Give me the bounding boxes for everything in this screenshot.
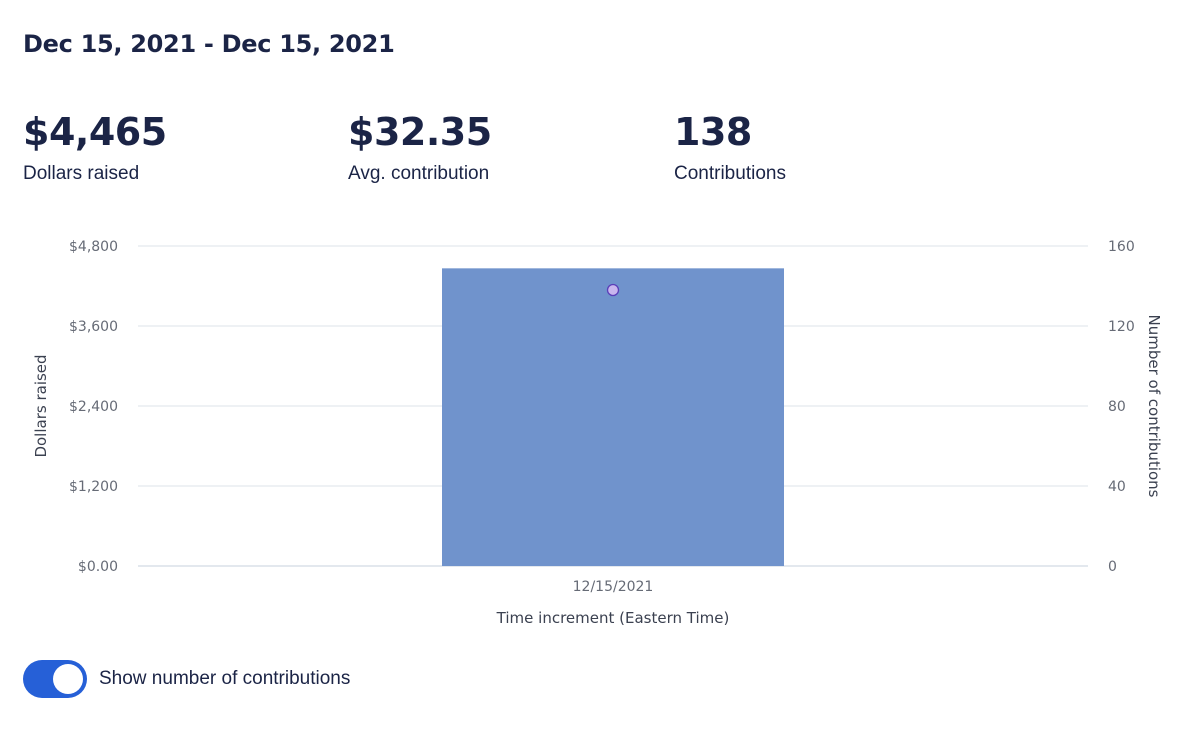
date-range-title: Dec 15, 2021 - Dec 15, 2021 — [23, 30, 395, 58]
stat-label: Contributions — [674, 163, 786, 184]
stat-avg-contribution: $32.35 Avg. contribution — [348, 110, 492, 185]
y-tick-label: $4,800 — [69, 239, 118, 255]
show-contributions-toggle-row: Show number of contributions — [23, 660, 350, 698]
stat-dollars-raised: $4,465 Dollars raised — [23, 110, 167, 185]
toggle-label: Show number of contributions — [99, 668, 351, 689]
y-tick-label: $3,600 — [69, 319, 118, 335]
y-tick-label: $1,200 — [69, 479, 118, 495]
y2-tick-label: 120 — [1108, 319, 1135, 335]
contributions-chart: $0.00 0 $1,200 40 $2,400 80 $3,600 120 $4,800 160… — [32, 239, 1163, 627]
bar — [442, 268, 784, 566]
stat-label: Dollars raised — [23, 163, 140, 184]
y2-tick-label: 80 — [1108, 399, 1126, 415]
x-tick-label: 12/15/2021 — [573, 579, 654, 595]
stat-contributions: 138 Contributions — [674, 110, 786, 185]
y2-tick-label: 160 — [1108, 239, 1135, 255]
show-contributions-toggle[interactable] — [23, 660, 87, 698]
stat-label: Avg. contribution — [348, 163, 490, 184]
x-axis-title: Time increment (Eastern Time) — [496, 609, 730, 627]
stat-value: $32.35 — [348, 110, 492, 154]
contribution-point — [606, 283, 620, 297]
stat-value: $4,465 — [23, 110, 167, 154]
y-tick-label: $0.00 — [78, 559, 118, 575]
y2-tick-label: 0 — [1108, 559, 1117, 575]
y2-axis-title: Number of contributions — [1145, 315, 1163, 498]
y2-tick-label: 40 — [1108, 479, 1126, 495]
y-tick-label: $2,400 — [69, 399, 118, 415]
y-axis-title: Dollars raised — [32, 354, 50, 457]
stat-value: 138 — [674, 110, 752, 154]
toggle-knob — [53, 664, 83, 694]
